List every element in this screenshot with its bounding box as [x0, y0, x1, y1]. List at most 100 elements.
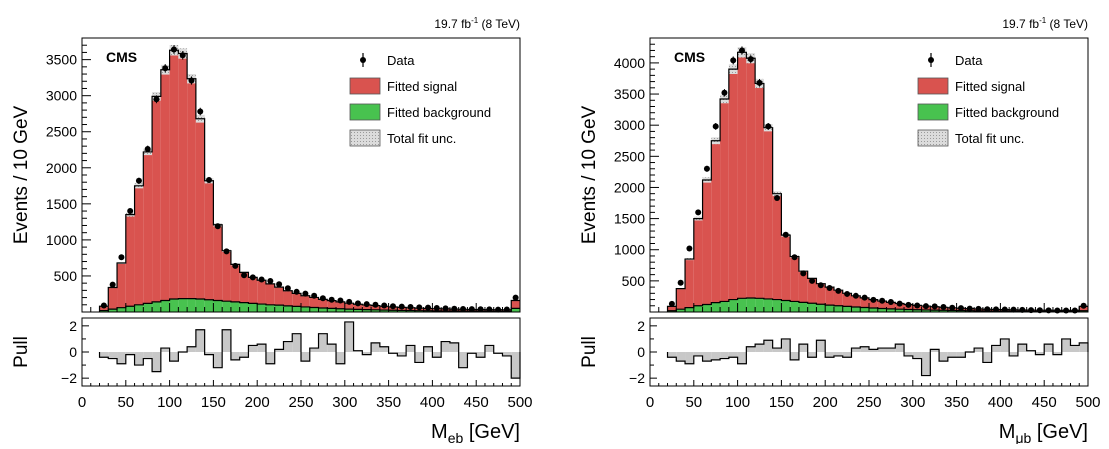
data-point [1001, 306, 1008, 313]
pull-bar [257, 344, 266, 352]
data-point [668, 300, 675, 307]
background-bar [406, 310, 415, 312]
data-point [267, 277, 274, 284]
data-point [993, 306, 1000, 313]
pull-bar [265, 352, 275, 364]
background-bar [362, 309, 372, 312]
data-point [118, 254, 125, 261]
signal-bar [667, 306, 677, 311]
signal-bar [248, 277, 258, 304]
pull-bar [1000, 338, 1010, 352]
signal-bar [886, 302, 896, 309]
background-bar [265, 304, 275, 312]
signal-bar [816, 283, 826, 305]
signal-bar [772, 193, 782, 300]
pull-bar [1026, 350, 1036, 352]
data-point [721, 89, 728, 96]
data-point [712, 123, 719, 130]
background-bar [344, 309, 354, 312]
y-tick-label: 3500 [614, 86, 645, 102]
background-bar [869, 308, 878, 312]
signal-bar [362, 304, 372, 310]
signal-bar [344, 303, 354, 310]
data-point [407, 303, 414, 310]
x-tick-label: 450 [1032, 394, 1057, 411]
data-point [328, 296, 335, 303]
data-point [425, 304, 432, 311]
signal-bar [511, 300, 520, 309]
legend-label: Total fit unc. [955, 131, 1024, 146]
pull-axis-label: Pull [11, 336, 32, 368]
signal-bar [781, 235, 791, 301]
signal-bar [309, 297, 319, 308]
data-point [844, 290, 851, 297]
data-point [144, 146, 151, 153]
signal-bar [169, 50, 179, 300]
pull-bar [842, 352, 852, 358]
pull-bar [458, 352, 468, 368]
lumi-value: 19.7 fb [1002, 17, 1039, 31]
legend: Data Fitted signal Fitted background Total … [349, 53, 491, 147]
pull-tick-label: −2 [61, 370, 77, 386]
background-bar [388, 310, 398, 312]
data-point [1080, 302, 1087, 309]
pull-bar [379, 346, 389, 352]
signal-bar [728, 69, 738, 300]
data-point [442, 305, 449, 312]
x-tick-label: 100 [725, 394, 750, 411]
pull-outline [98, 321, 521, 379]
pull-bar [449, 342, 459, 352]
background-bar [117, 307, 126, 312]
legend-label: Fitted signal [955, 79, 1025, 94]
background-bar [1079, 310, 1088, 312]
y-axis-label: Events / 10 GeV [11, 105, 32, 244]
y-tick-label: 3000 [46, 88, 77, 104]
y-tick-label: 500 [622, 273, 646, 289]
pull-bar [947, 352, 957, 358]
data-point [311, 292, 318, 299]
pull-panel: −2 0 2 Pull [579, 317, 1089, 387]
x-tick-label: 150 [201, 394, 226, 411]
data-point [931, 303, 938, 310]
data-point [1054, 307, 1061, 314]
background-bar [798, 302, 808, 312]
data-point [258, 276, 265, 283]
pull-bar [134, 352, 144, 366]
background-bar [309, 307, 319, 312]
pull-axis-label: Pull [579, 336, 600, 368]
pull-bar [1044, 344, 1053, 352]
pull-bar [476, 352, 485, 358]
pull-bar [493, 352, 503, 354]
y-axis-label: Events / 10 GeV [579, 105, 600, 244]
background-bar [895, 309, 905, 312]
data-point [223, 248, 230, 255]
pull-bar [511, 352, 520, 379]
signal-bar [851, 295, 861, 308]
background-bar [248, 303, 258, 312]
x-tick-label: 0 [78, 394, 86, 411]
pull-bar [143, 352, 153, 359]
y-tick-label: 1000 [46, 232, 77, 248]
data-point [197, 108, 204, 115]
pull-bar [869, 349, 878, 352]
pull-bar [397, 352, 407, 356]
background-bar [921, 309, 931, 312]
lumi-label: 19.7 fb-1 (8 TeV) [1002, 16, 1088, 31]
data-point [503, 306, 510, 313]
data-point [896, 300, 903, 307]
signal-bar [195, 118, 205, 300]
x-tick-label: 500 [507, 394, 532, 411]
x-tick-label: 250 [288, 394, 313, 411]
experiment-label: CMS [674, 49, 705, 65]
data-point [914, 302, 921, 309]
background-bar [423, 310, 433, 312]
y-tick-label: 1500 [46, 196, 77, 212]
data-point [791, 254, 798, 261]
data-point [809, 277, 816, 284]
data-point [188, 77, 195, 84]
pull-bar [371, 342, 380, 352]
signal-bar [292, 293, 301, 307]
data-point [433, 305, 440, 312]
